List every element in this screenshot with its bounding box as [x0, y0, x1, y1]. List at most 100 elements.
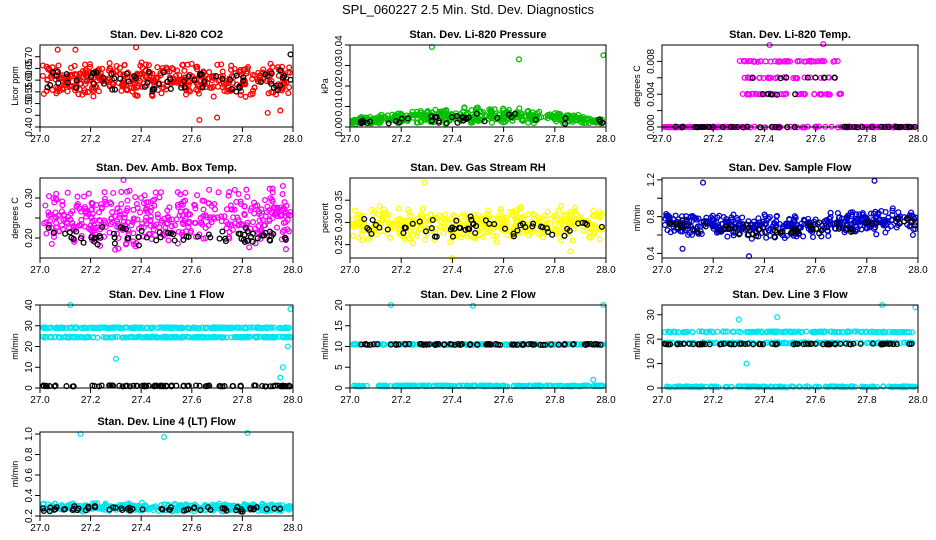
data-points: [39, 301, 294, 390]
data-point: [213, 73, 220, 80]
data-point: [469, 119, 476, 126]
data-point: [819, 57, 826, 65]
data-point: [76, 86, 83, 93]
y-tick-label: 0.004: [646, 81, 657, 106]
data-point: [768, 91, 775, 98]
data-point: [268, 89, 275, 96]
data-point: [372, 115, 380, 122]
data-point: [215, 189, 222, 196]
y-tick-label: 0: [334, 385, 345, 391]
data-point: [580, 227, 587, 234]
data-point: [109, 86, 116, 93]
data-point: [284, 343, 291, 350]
data-point: [118, 200, 125, 208]
x-tick-label: 27.6: [182, 265, 202, 276]
data-point: [251, 210, 258, 217]
x-tick-label: 27.4: [131, 395, 151, 406]
data-point: [227, 66, 235, 73]
data-point: [532, 116, 539, 123]
data-point: [82, 205, 89, 212]
data-point: [163, 64, 170, 71]
data-point: [231, 65, 238, 72]
y-axis-label: ml/min: [632, 333, 642, 360]
data-point: [400, 233, 407, 240]
data-point: [137, 77, 144, 84]
data-point: [256, 217, 263, 224]
data-point: [200, 206, 207, 213]
data-point: [138, 70, 145, 77]
data-point: [284, 226, 291, 233]
data-point: [247, 233, 255, 240]
data-point: [493, 238, 500, 246]
data-point: [821, 74, 828, 81]
data-point: [73, 228, 80, 235]
data-point: [132, 194, 139, 201]
data-point: [74, 193, 81, 200]
data-point: [801, 91, 809, 98]
data-point: [178, 84, 185, 91]
data-point: [229, 206, 236, 213]
data-point: [724, 233, 731, 240]
data-point: [148, 204, 155, 211]
data-point: [481, 118, 488, 125]
y-tick-label: 5: [334, 364, 345, 370]
data-point: [188, 60, 195, 67]
data-point: [781, 58, 788, 65]
data-point: [260, 232, 268, 239]
x-tick-label: 27.6: [806, 265, 826, 276]
data-point: [262, 213, 269, 220]
data-point: [774, 91, 781, 98]
data-point: [816, 91, 824, 98]
data-point: [754, 58, 761, 65]
plot-frame: [661, 44, 919, 128]
y-axis-label: ml/min: [632, 205, 642, 232]
y-tick-label: 0.02: [334, 76, 345, 96]
data-point: [743, 360, 750, 367]
data-point: [757, 58, 764, 65]
data-point: [831, 74, 838, 81]
data-point: [454, 119, 461, 126]
data-point: [260, 66, 267, 73]
data-point: [461, 105, 468, 112]
data-point: [748, 90, 756, 97]
data-point: [244, 68, 251, 75]
data-point: [255, 78, 262, 85]
data-point: [161, 215, 168, 222]
data-point: [157, 189, 165, 196]
data-point: [233, 72, 240, 79]
data-point: [158, 90, 165, 97]
data-point: [55, 212, 62, 219]
x-tick-label: 27.4: [443, 134, 463, 145]
data-point: [165, 229, 172, 236]
data-point: [67, 216, 74, 223]
data-point: [831, 57, 838, 65]
data-point: [196, 116, 203, 124]
x-tick-label: 27.8: [545, 134, 565, 145]
data-point: [219, 228, 226, 235]
data-point: [44, 77, 51, 84]
data-point: [160, 69, 167, 76]
data-point: [115, 245, 122, 252]
data-point: [194, 233, 202, 240]
data-points: [349, 179, 607, 262]
data-point: [59, 202, 66, 209]
data-point: [233, 88, 240, 95]
data-point: [793, 75, 800, 82]
data-point: [111, 75, 118, 82]
data-point: [147, 217, 154, 224]
data-point: [170, 231, 177, 238]
data-point: [185, 220, 192, 227]
x-tick-label: 27.6: [182, 134, 202, 145]
data-point: [395, 205, 402, 212]
data-point: [88, 74, 95, 81]
data-point: [557, 202, 565, 209]
data-point: [241, 203, 248, 210]
data-point: [820, 41, 827, 48]
data-point: [121, 61, 128, 68]
data-point: [267, 60, 274, 67]
data-point: [264, 203, 271, 210]
